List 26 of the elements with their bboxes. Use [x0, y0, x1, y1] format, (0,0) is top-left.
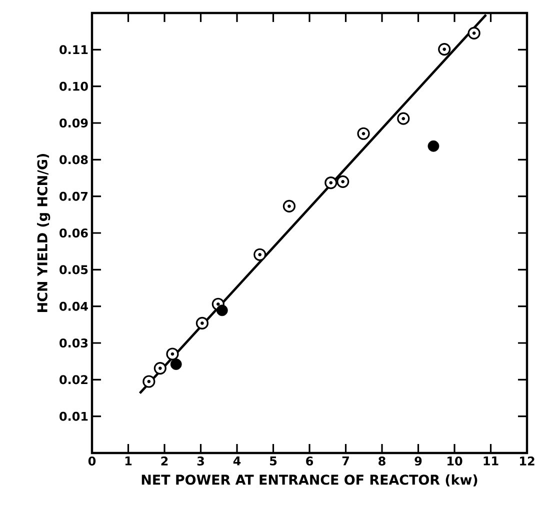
x-tick-label: 11	[484, 456, 498, 466]
x-axis-title: NET POWER AT ENTRANCE OF REACTOR (kw)	[142, 474, 478, 486]
x-tick-label: 0	[88, 456, 96, 466]
y-tick-label: 0.11	[60, 45, 88, 54]
y-tick-label: 0.02	[60, 375, 88, 384]
y-tick-label: 0.06	[60, 228, 88, 238]
x-tick-label: 1	[125, 456, 132, 466]
x-tick-label: 8	[378, 456, 386, 466]
x-tick-label: 7	[342, 456, 349, 466]
y-tick-label: 0.07	[60, 192, 88, 201]
x-tick-label: 5	[270, 456, 277, 466]
x-tick-label: 4	[233, 456, 241, 466]
y-tick-label: 0.05	[60, 265, 88, 274]
x-tick-label: 2	[161, 456, 168, 466]
x-tick-label: 6	[306, 456, 314, 466]
y-tick-label: 0.10	[60, 82, 88, 91]
y-tick-label: 0.08	[60, 155, 88, 164]
y-tick-label: 0.04	[60, 302, 88, 311]
y-tick-label: 0.03	[60, 338, 88, 348]
x-tick-label: 12	[520, 456, 534, 466]
y-axis-title: HCN YIELD (g HCN/G)	[37, 154, 50, 312]
x-tick-label: 10	[448, 456, 462, 466]
x-tick-label: 9	[414, 456, 422, 466]
x-tick-label: 3	[197, 456, 204, 466]
y-tick-label: 0.09	[60, 118, 88, 128]
y-tick-label: 0.01	[60, 412, 88, 421]
